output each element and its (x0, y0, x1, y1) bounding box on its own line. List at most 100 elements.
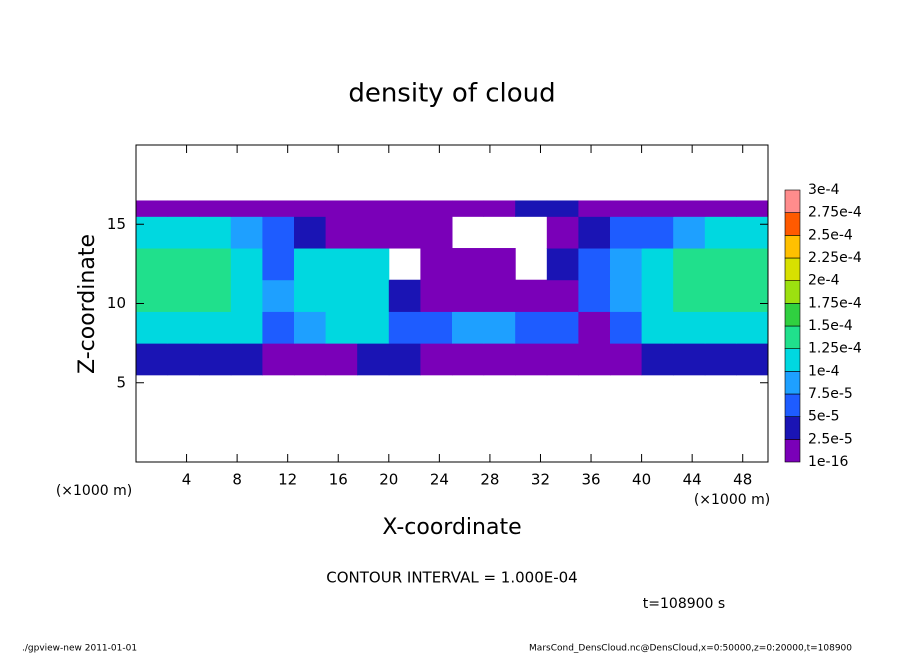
colorbar-swatch (784, 393, 801, 417)
contour-cell (641, 311, 674, 344)
contour-cell (578, 311, 611, 344)
contour-cell (357, 279, 390, 312)
contour-cell (136, 200, 169, 217)
contour-cell (673, 311, 706, 344)
contour-cell (199, 200, 232, 217)
contour-cell (325, 311, 358, 344)
contour-cell (704, 200, 737, 217)
contour-cell (420, 248, 453, 281)
contour-cell (578, 279, 611, 312)
contour-cell (262, 279, 295, 312)
colorbar-label: 1e-16 (808, 454, 848, 470)
x-tick-label: 12 (278, 471, 297, 489)
y-axis-label: Z-coordinate (75, 234, 100, 374)
contour-cell (294, 200, 327, 217)
contour-cell (325, 216, 358, 249)
contour-cell (199, 311, 232, 344)
contour-cell (483, 200, 516, 217)
contour-cell (546, 311, 579, 344)
contour-cell (452, 279, 485, 312)
contour-cell (483, 248, 516, 281)
footer-right: MarsCond_DensCloud.nc@DensCloud,x=0:5000… (529, 644, 852, 654)
contour-cell (136, 311, 169, 344)
contour-cell (610, 343, 643, 376)
contour-cell (673, 343, 706, 376)
contour-cell (294, 279, 327, 312)
contour-cell (388, 200, 421, 217)
contour-cell (420, 279, 453, 312)
x-unit: (×1000 m) (694, 492, 770, 508)
contour-cell (704, 216, 737, 249)
colorbar-label: 1.25e-4 (808, 341, 862, 357)
contour-cell (262, 343, 295, 376)
contour-cell (167, 216, 200, 249)
contour-cell (704, 343, 737, 376)
x-tick-label: 8 (232, 471, 242, 489)
contour-cell (673, 248, 706, 281)
x-tick-label: 20 (379, 471, 398, 489)
contour-cell (230, 216, 263, 249)
contour-cell (199, 279, 232, 312)
contour-cell (736, 279, 769, 312)
contour-cell (167, 343, 200, 376)
contour-cell (546, 279, 579, 312)
contour-cell (136, 248, 169, 281)
x-tick-label: 4 (182, 471, 192, 489)
contour-cell (452, 200, 485, 217)
contour-cell (388, 216, 421, 249)
x-tick-label: 40 (632, 471, 651, 489)
contour-cell (578, 248, 611, 281)
colorbar-label: 5e-5 (808, 409, 839, 425)
contour-cell (294, 216, 327, 249)
contour-cell (673, 216, 706, 249)
contour-cell (610, 248, 643, 281)
colorbar-swatch (784, 235, 801, 259)
contour-cell (230, 248, 263, 281)
time-label: t=108900 s (643, 596, 725, 612)
contour-cell (641, 248, 674, 281)
contour-cell (136, 216, 169, 249)
contour-cell (167, 311, 200, 344)
contour-cell (420, 343, 453, 376)
colorbar-swatch (784, 280, 801, 304)
contour-cell (136, 343, 169, 376)
contour-cell (641, 279, 674, 312)
contour-cell (325, 279, 358, 312)
contour-cell (136, 279, 169, 312)
contour-cell (641, 343, 674, 376)
contour-cell (610, 216, 643, 249)
contour-cell (230, 200, 263, 217)
contour-cell (641, 200, 674, 217)
y-unit: (×1000 m) (56, 483, 132, 499)
chart-title: density of cloud (348, 79, 555, 109)
contour-cell (546, 343, 579, 376)
contour-cell (483, 279, 516, 312)
x-tick-label: 36 (581, 471, 600, 489)
contour-cell (736, 216, 769, 249)
contour-cell (199, 248, 232, 281)
colorbar-swatch (784, 189, 801, 213)
colorbar-swatch (784, 303, 801, 327)
x-tick-label: 48 (733, 471, 752, 489)
contour-cell (704, 248, 737, 281)
colorbar-swatch (784, 439, 801, 463)
colorbar-label: 2e-4 (808, 273, 840, 289)
contour-cell (388, 279, 421, 312)
contour-cell (357, 200, 390, 217)
contour-cell (199, 343, 232, 376)
contour-cell (262, 200, 295, 217)
contour-cell (167, 200, 200, 217)
colorbar-label: 1.75e-4 (808, 295, 862, 311)
contour-cell (704, 279, 737, 312)
contour-cell (452, 248, 485, 281)
contour-cell (294, 311, 327, 344)
contour-cell (610, 279, 643, 312)
colorbar-swatch (784, 371, 801, 395)
contour-cell (230, 279, 263, 312)
contour-cell (167, 279, 200, 312)
contour-cell (452, 343, 485, 376)
colorbar-label: 2.5e-4 (808, 227, 853, 243)
contour-cell (483, 311, 516, 344)
contour-cell (357, 311, 390, 344)
